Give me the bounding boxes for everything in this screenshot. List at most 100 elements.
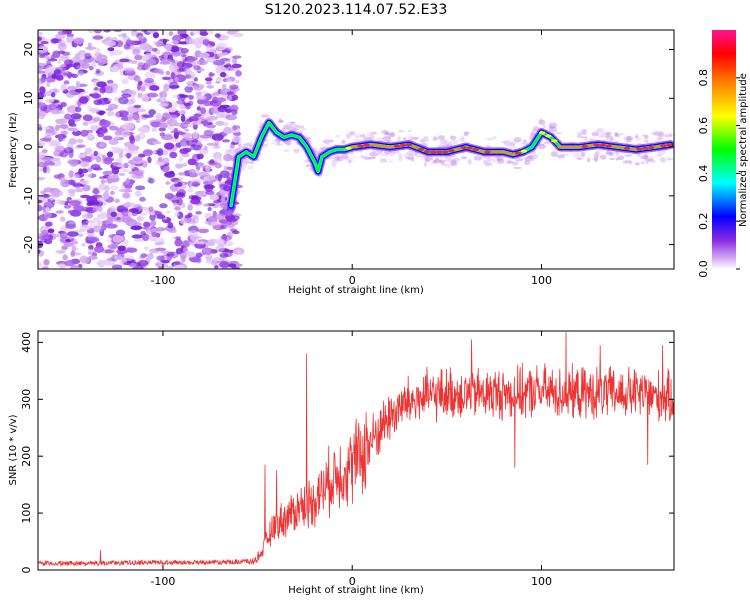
noise-blob (132, 156, 143, 162)
noise-blob (78, 153, 86, 159)
noise-blob (614, 132, 619, 136)
noise-blob (159, 203, 168, 209)
noise-blob (161, 76, 171, 81)
noise-blob (148, 206, 154, 213)
noise-blob (152, 31, 160, 39)
ridge-hot-segment (514, 151, 522, 155)
noise-blob (92, 225, 104, 233)
noise-blob (554, 132, 563, 135)
noise-blob (353, 134, 361, 139)
noise-blob (339, 153, 348, 160)
noise-blob (530, 153, 538, 160)
noise-blob (61, 245, 69, 250)
spectrogram-x-label: Height of straight line (km) (288, 285, 424, 296)
noise-blob (542, 124, 547, 128)
noise-blob (380, 130, 387, 134)
noise-blob (144, 45, 154, 52)
noise-blob (148, 109, 156, 116)
noise-blob (221, 139, 231, 143)
noise-blob (168, 251, 179, 259)
noise-blob (168, 114, 178, 120)
noise-blob (160, 250, 172, 255)
noise-blob (38, 45, 49, 54)
ridge-hot-segment (545, 134, 552, 138)
noise-blob (191, 38, 203, 45)
noise-blob (155, 40, 162, 48)
ridge-hot-segment (617, 145, 625, 150)
tick-label: -20 (22, 236, 35, 254)
noise-blob (458, 138, 463, 141)
noise-blob (167, 194, 179, 202)
noise-blob (107, 244, 119, 249)
noise-blob (96, 220, 103, 226)
noise-blob (619, 132, 625, 136)
noise-blob (103, 97, 109, 102)
noise-blob (659, 156, 666, 163)
noise-blob (94, 47, 101, 55)
noise-blob (79, 179, 90, 185)
noise-blob (197, 193, 204, 198)
noise-blob (150, 220, 157, 227)
ridge-hot-segment (666, 143, 673, 147)
noise-blob (104, 40, 116, 47)
noise-blob (171, 46, 184, 52)
noise-blob (116, 217, 121, 221)
noise-blob (360, 155, 365, 159)
noise-blob (156, 148, 164, 157)
noise-blob (93, 99, 103, 106)
noise-blob (183, 217, 193, 222)
noise-blob (219, 183, 228, 190)
noise-blob (505, 161, 510, 164)
snr-series-line (38, 332, 674, 568)
noise-blob (220, 57, 230, 61)
noise-blob (92, 217, 101, 222)
noise-blob (183, 123, 192, 128)
noise-blob (406, 135, 413, 139)
noise-blob (299, 125, 305, 129)
noise-blob (577, 132, 583, 136)
noise-blob (215, 42, 228, 51)
noise-blob (55, 74, 64, 81)
noise-blob (72, 241, 79, 245)
noise-blob (212, 145, 221, 149)
noise-blob (176, 197, 183, 206)
noise-blob (201, 247, 214, 255)
noise-blob (110, 205, 116, 211)
noise-blob (194, 241, 206, 245)
ridge-hot-segment (478, 149, 485, 153)
noise-blob (111, 49, 123, 56)
noise-blob (93, 150, 98, 157)
ridge-hot-segment (417, 147, 425, 151)
noise-blob (231, 63, 242, 69)
noise-blob (150, 121, 162, 128)
noise-blob (177, 181, 183, 187)
noise-blob (173, 127, 179, 134)
noise-blob (243, 161, 248, 168)
ridge-hot-segment (587, 143, 594, 148)
noise-blob (223, 64, 230, 68)
noise-blob (158, 122, 168, 129)
noise-blob (117, 33, 126, 38)
noise-blob (144, 71, 157, 79)
noise-blob (174, 212, 180, 217)
noise-blob (132, 170, 142, 175)
noise-blob (89, 93, 94, 97)
noise-blob (174, 76, 179, 82)
noise-blob (112, 85, 118, 94)
noise-blob (66, 85, 78, 91)
noise-blob (149, 211, 156, 216)
noise-blob (144, 78, 155, 84)
noise-blob (96, 261, 104, 266)
noise-blob (388, 133, 394, 136)
noise-blob (38, 161, 48, 168)
tick-label: -10 (22, 187, 35, 205)
noise-blob (192, 130, 199, 139)
noise-blob (433, 159, 437, 164)
noise-blob (122, 255, 135, 262)
noise-blob (44, 221, 53, 227)
noise-blob (41, 149, 48, 154)
noise-blob (63, 147, 75, 154)
noise-blob (260, 114, 270, 118)
noise-blob (331, 161, 337, 168)
noise-blob (40, 76, 46, 83)
